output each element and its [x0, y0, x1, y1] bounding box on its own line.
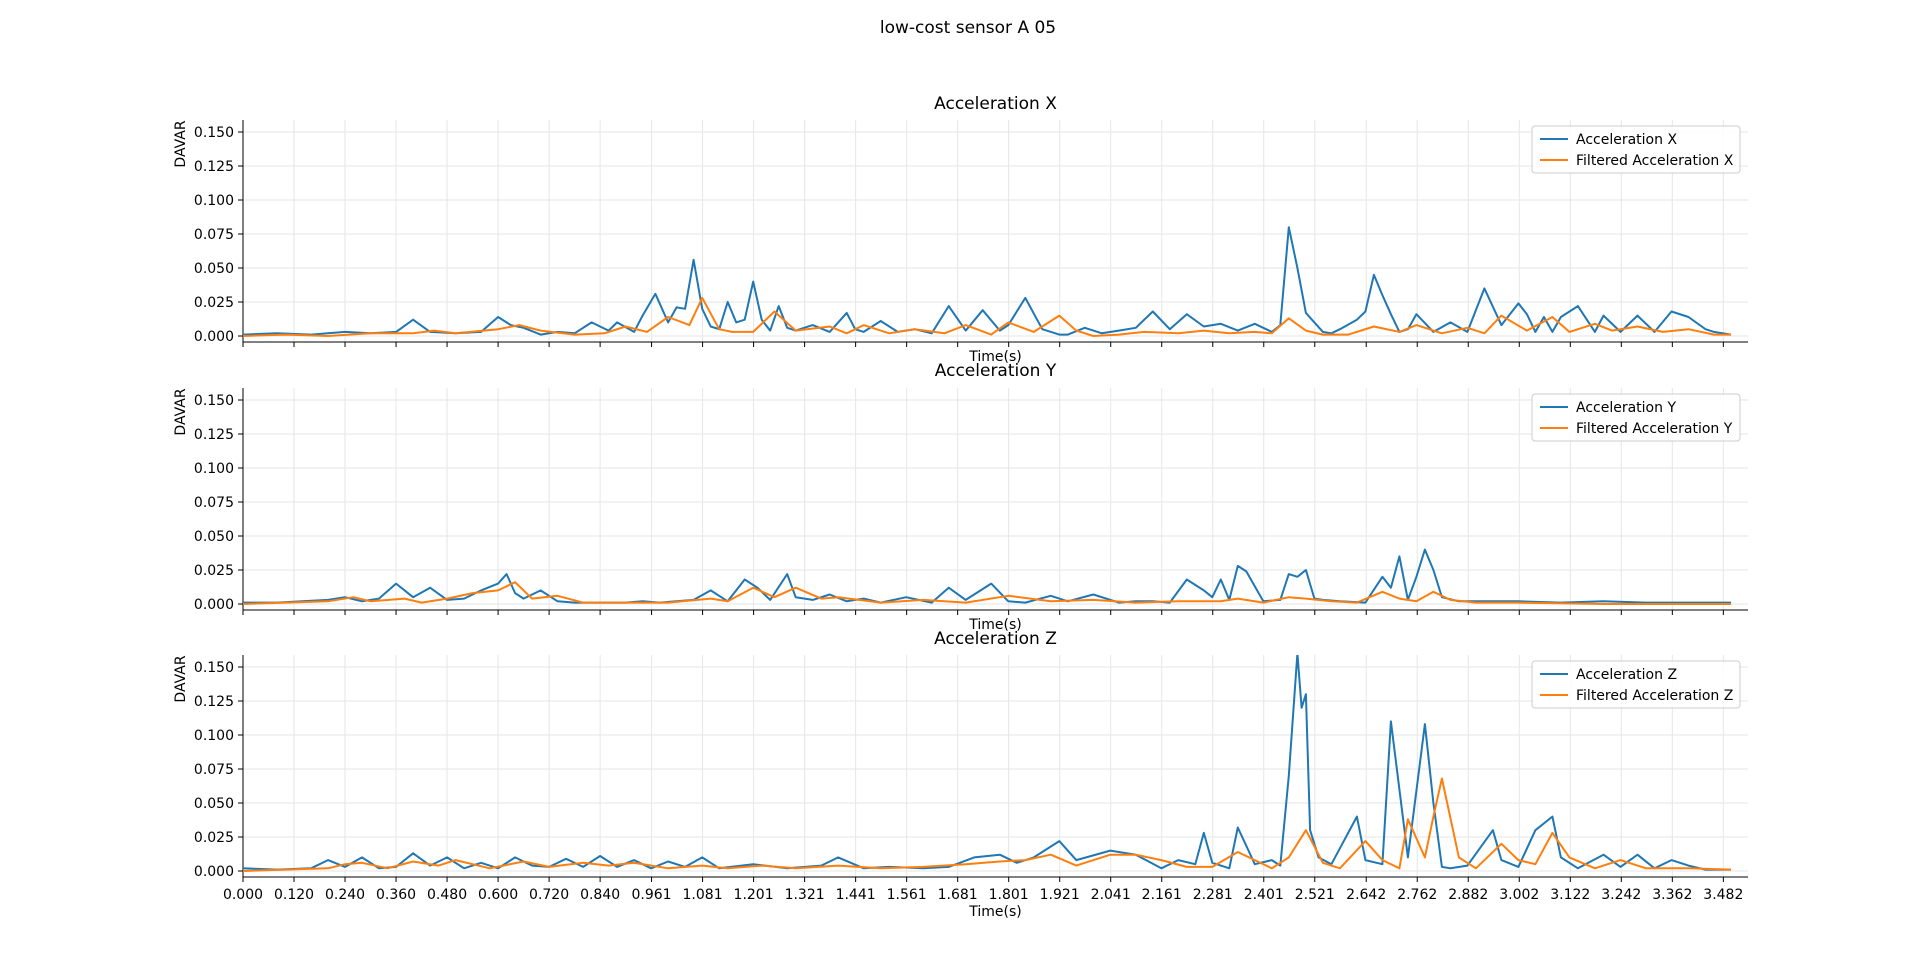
x-tick-label: 3.122	[1550, 887, 1590, 903]
x-tick-label: 1.081	[683, 887, 723, 903]
y-tick-label: 0.100	[194, 193, 234, 209]
y-tick-label: 0.125	[194, 427, 234, 443]
x-tick-label: 0.840	[580, 887, 620, 903]
x-axis-label: Time(s)	[968, 617, 1021, 633]
x-tick-label: 0.360	[376, 887, 416, 903]
y-tick-label: 0.125	[194, 159, 234, 175]
chart-title: Acceleration Y	[935, 361, 1057, 381]
x-tick-label: 0.480	[427, 887, 467, 903]
chart-panel-3: 0.000 0.025 0.050 0.075 0.100 0.125 0.150 0.000…	[173, 629, 1748, 920]
y-axis-label: DAVAR	[173, 120, 189, 167]
y-tick-label: 0.025	[194, 563, 234, 579]
legend-label: Acceleration X	[1576, 132, 1677, 148]
x-tick-label: 1.801	[989, 887, 1029, 903]
x-tick-label: 2.642	[1346, 887, 1386, 903]
legend-label: Filtered Acceleration Y	[1576, 421, 1733, 437]
x-tick-label: 0.240	[325, 887, 365, 903]
series-line-raw	[243, 548, 1731, 604]
x-tick-label: 0.000	[223, 887, 263, 903]
y-tick-label: 0.050	[194, 529, 234, 545]
y-tick-label: 0.075	[194, 227, 234, 243]
legend-label: Filtered Acceleration X	[1576, 153, 1734, 169]
y-tick-label: 0.050	[194, 796, 234, 812]
legend-box	[1531, 393, 1741, 442]
legend-label: Filtered Acceleration Z	[1576, 688, 1733, 704]
legend-label: Acceleration Z	[1576, 667, 1677, 683]
y-tick-label: 0.150	[194, 125, 234, 141]
x-axis-label: Time(s)	[968, 349, 1021, 365]
x-tick-label: 2.161	[1142, 887, 1182, 903]
x-tick-label: 1.441	[836, 887, 876, 903]
x-tick-label: 1.201	[734, 887, 774, 903]
series-group	[243, 226, 1732, 337]
y-tick-label: 0.150	[194, 660, 234, 676]
x-tick-label: 2.521	[1295, 887, 1335, 903]
figure-suptitle: low-cost sensor A 05	[880, 18, 1056, 38]
x-tick-label: 0.961	[632, 887, 672, 903]
y-tick-label: 0.025	[194, 830, 234, 846]
y-tick-label: 0.150	[194, 393, 234, 409]
series-group	[243, 548, 1731, 605]
series-line-filtered	[243, 581, 1731, 605]
series-group	[243, 655, 1732, 872]
x-tick-label: 0.600	[478, 887, 518, 903]
y-tick-label: 0.000	[194, 864, 234, 880]
x-tick-label: 1.921	[1040, 887, 1080, 903]
x-tick-label: 3.242	[1601, 887, 1641, 903]
series-line-filtered	[243, 777, 1732, 872]
chart-panel-2: 0.000 0.025 0.050 0.075 0.100 0.125 0.150 Accel…	[173, 361, 1748, 633]
x-axis-label: Time(s)	[968, 904, 1021, 920]
legend-box	[1531, 125, 1741, 174]
chart-title: Acceleration Z	[934, 629, 1057, 649]
series-line-raw	[243, 226, 1732, 336]
x-tick-label: 2.041	[1091, 887, 1131, 903]
x-tick-label: 1.561	[887, 887, 927, 903]
series-line-raw	[243, 655, 1731, 871]
y-tick-label: 0.000	[194, 329, 234, 345]
y-tick-label: 0.025	[194, 295, 234, 311]
y-axis-label: DAVAR	[173, 655, 189, 702]
x-tick-label: 1.681	[938, 887, 978, 903]
x-tick-label: 0.120	[274, 887, 314, 903]
x-tick-label: 1.321	[785, 887, 825, 903]
legend-label: Acceleration Y	[1576, 400, 1676, 416]
y-tick-label: 0.000	[194, 597, 234, 613]
y-tick-label: 0.100	[194, 461, 234, 477]
x-tick-label: 3.362	[1652, 887, 1692, 903]
y-tick-label: 0.075	[194, 762, 234, 778]
y-tick-label: 0.100	[194, 728, 234, 744]
y-axis-label: DAVAR	[173, 388, 189, 435]
panels: 0.000 0.025 0.050 0.075 0.100 0.125 0.150 Accel…	[173, 94, 1748, 920]
x-tick-label: 3.002	[1499, 887, 1539, 903]
series-line-filtered	[243, 296, 1731, 337]
chart-title: Acceleration X	[934, 94, 1057, 114]
y-tick-label: 0.075	[194, 495, 234, 511]
y-tick-label: 0.050	[194, 261, 234, 277]
legend-box	[1531, 660, 1741, 709]
x-tick-label: 0.720	[529, 887, 569, 903]
y-tick-label: 0.125	[194, 694, 234, 710]
chart-panel-1: 0.000 0.025 0.050 0.075 0.100 0.125 0.150 Accel…	[173, 94, 1748, 365]
x-tick-label: 2.281	[1193, 887, 1233, 903]
x-tick-label: 2.762	[1397, 887, 1437, 903]
x-tick-label: 2.401	[1244, 887, 1284, 903]
x-tick-label: 2.882	[1448, 887, 1488, 903]
x-tick-label: 3.482	[1703, 887, 1743, 903]
